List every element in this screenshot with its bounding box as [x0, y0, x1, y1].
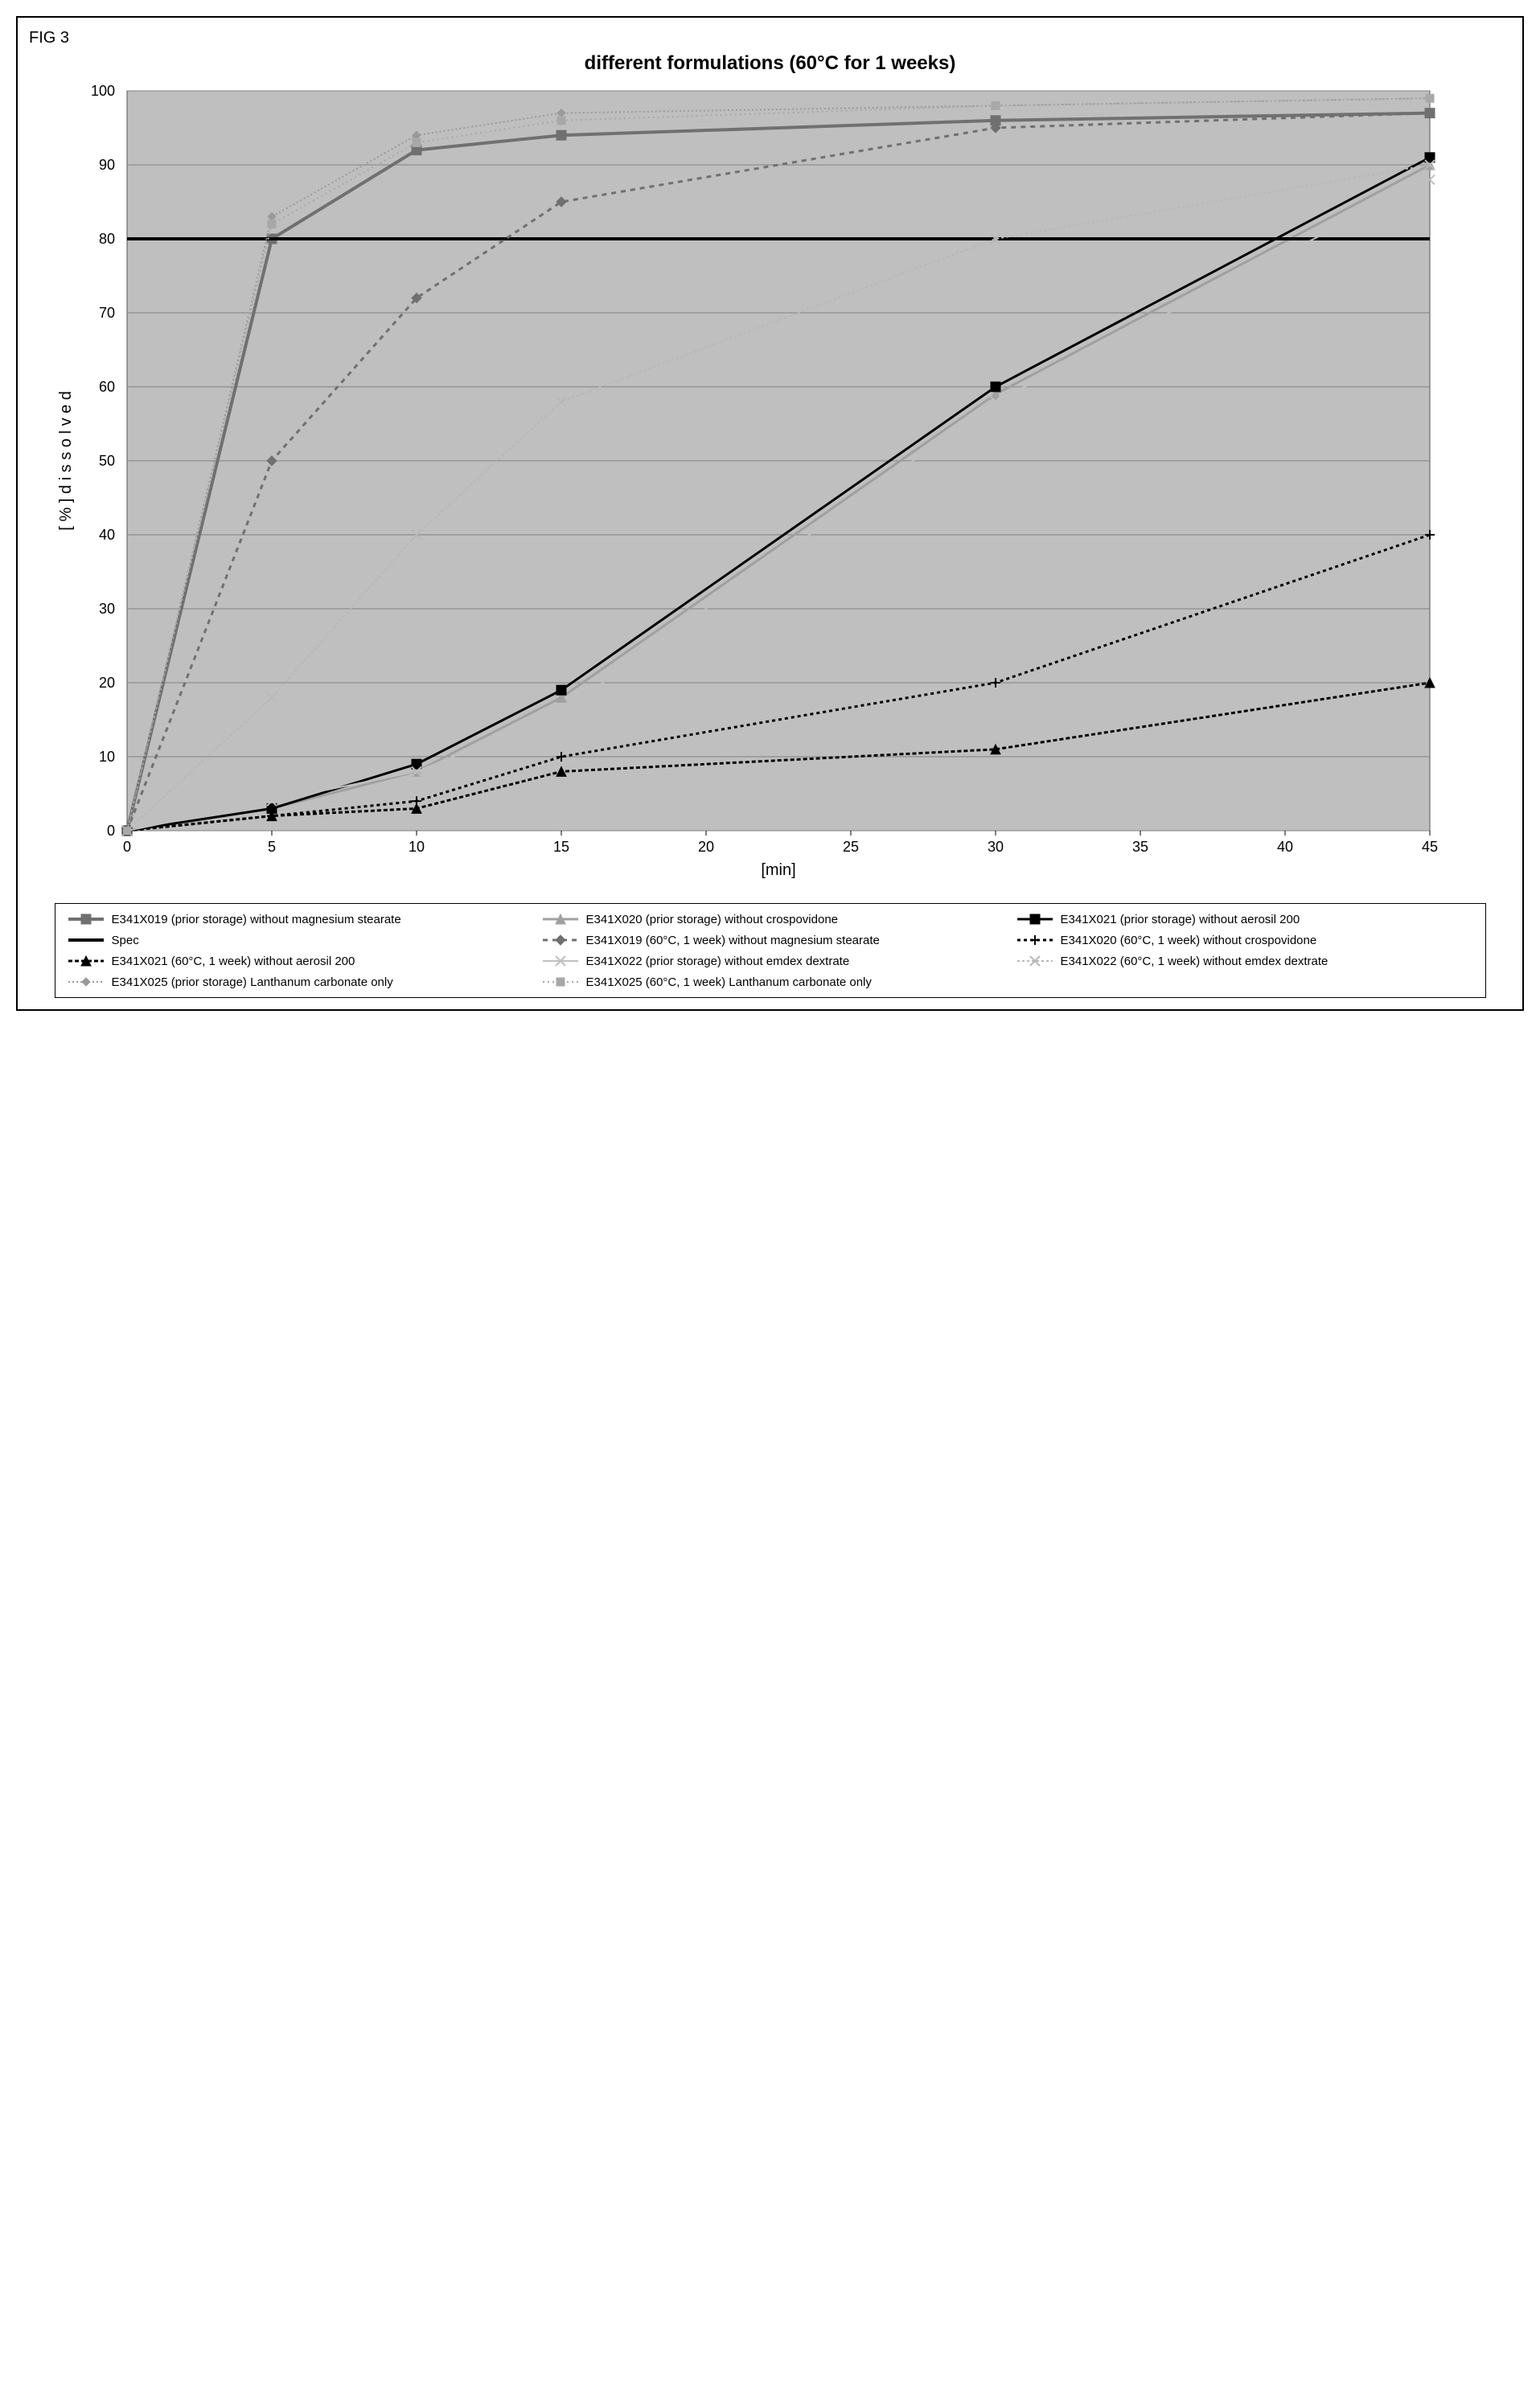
svg-text:0: 0 [106, 823, 114, 839]
svg-text:10: 10 [408, 839, 424, 855]
svg-text:30: 30 [987, 839, 1003, 855]
legend-label: E341X020 (prior storage) without crospov… [586, 913, 839, 926]
svg-text:40: 40 [98, 527, 114, 543]
legend: E341X019 (prior storage) without magnesi… [55, 903, 1486, 998]
legend-label: E341X019 (60°C, 1 week) without magnesiu… [586, 934, 880, 947]
svg-text:80: 80 [98, 231, 114, 247]
legend-item: E341X025 (60°C, 1 week) Lanthanum carbon… [541, 975, 1000, 989]
svg-text:45: 45 [1421, 839, 1437, 855]
legend-item [1016, 975, 1474, 989]
svg-text:100: 100 [90, 83, 114, 99]
legend-item: E341X021 (60°C, 1 week) without aerosil … [67, 954, 525, 968]
svg-text:[ % ] d i s s o l v e d: [ % ] d i s s o l v e d [57, 391, 75, 530]
legend-label: E341X020 (60°C, 1 week) without crospovi… [1061, 934, 1317, 947]
legend-item: Spec [67, 933, 525, 947]
figure-frame: FIG 3 different formulations (60°C for 1… [16, 16, 1524, 1011]
svg-text:50: 50 [98, 453, 114, 469]
legend-label: E341X022 (60°C, 1 week) without emdex de… [1061, 955, 1329, 968]
svg-text:30: 30 [98, 601, 114, 617]
legend-item: E341X022 (60°C, 1 week) without emdex de… [1016, 954, 1474, 968]
legend-label: E341X021 (60°C, 1 week) without aerosil … [112, 955, 355, 968]
svg-text:90: 90 [98, 157, 114, 173]
legend-label: E341X019 (prior storage) without magnesi… [112, 913, 401, 926]
legend-item: E341X022 (prior storage) without emdex d… [541, 954, 1000, 968]
svg-text:10: 10 [98, 749, 114, 765]
legend-item: E341X021 (prior storage) without aerosil… [1016, 912, 1474, 926]
svg-text:60: 60 [98, 379, 114, 395]
legend-item: E341X019 (60°C, 1 week) without magnesiu… [541, 933, 1000, 947]
legend-label: E341X025 (60°C, 1 week) Lanthanum carbon… [586, 975, 872, 989]
svg-text:15: 15 [552, 839, 569, 855]
legend-item: E341X019 (prior storage) without magnesi… [67, 912, 525, 926]
figure-label: FIG 3 [29, 29, 1514, 47]
legend-label: E341X025 (prior storage) Lanthanum carbo… [112, 975, 393, 989]
legend-label: E341X021 (prior storage) without aerosil… [1061, 913, 1300, 926]
legend-item: E341X020 (60°C, 1 week) without crospovi… [1016, 933, 1474, 947]
legend-label: E341X022 (prior storage) without emdex d… [586, 955, 850, 968]
svg-text:[min]: [min] [761, 861, 795, 879]
legend-item: E341X020 (prior storage) without crospov… [541, 912, 1000, 926]
chart-container: 0 10 20 30 40 50 60 70 80 90 100 0 5 10 15 20 25 30 35 40 45… [31, 83, 1510, 887]
svg-text:20: 20 [98, 675, 114, 691]
svg-text:40: 40 [1276, 839, 1292, 855]
svg-text:5: 5 [267, 839, 275, 855]
chart-title: different formulations (60°C for 1 weeks… [26, 52, 1514, 75]
svg-text:35: 35 [1131, 839, 1148, 855]
svg-text:70: 70 [98, 305, 114, 321]
svg-text:25: 25 [842, 839, 858, 855]
svg-text:0: 0 [122, 839, 130, 855]
legend-item: E341X025 (prior storage) Lanthanum carbo… [67, 975, 525, 989]
line-chart: 0 10 20 30 40 50 60 70 80 90 100 0 5 10 15 20 25 30 35 40 45… [31, 83, 1446, 887]
svg-text:20: 20 [697, 839, 713, 855]
legend-label: Spec [112, 934, 139, 947]
